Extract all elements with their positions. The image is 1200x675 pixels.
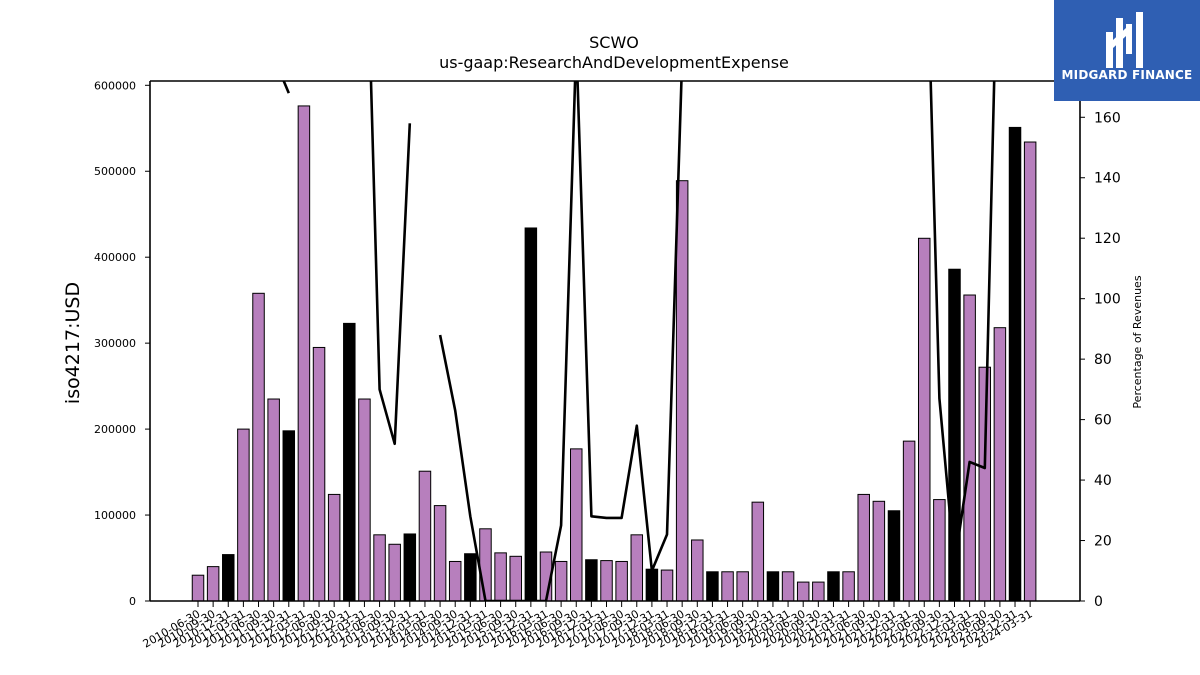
bar-2019-09-30 — [751, 501, 765, 602]
bar-2011-09-30 — [267, 398, 280, 602]
percentage-line-segment — [282, 81, 290, 94]
y2-tick-label: 120 — [1094, 231, 1121, 247]
bar-2014-03-31 — [418, 470, 432, 602]
bar-2015-06-30 — [494, 552, 507, 602]
bar-2018-03-31 — [660, 569, 674, 602]
bar-2015-09-30 — [509, 555, 522, 602]
y-tick-label: 200000 — [94, 423, 136, 436]
y-axis-label: iso4217:USD — [62, 282, 84, 404]
bar-2020-06-30 — [796, 581, 810, 602]
bar-2022-03-31 — [902, 440, 916, 602]
bar-2023-12-31 — [1008, 126, 1022, 602]
brand-logo: MIDGARD FINANCE — [1054, 0, 1200, 101]
y-tick-label: 600000 — [94, 79, 136, 92]
bar-2011-12-31 — [282, 430, 296, 602]
bar-2014-06-30 — [433, 505, 447, 602]
y2-tick-label: 160 — [1094, 110, 1121, 126]
bar-2018-12-31 — [706, 571, 719, 602]
bar-2024-03-31 — [1023, 141, 1037, 602]
bar-2022-06-30 — [917, 237, 931, 602]
y-tick-label: 400000 — [94, 251, 136, 264]
y-tick-label: 0 — [129, 595, 136, 608]
percentage-line-segment — [438, 81, 683, 601]
line-group — [282, 81, 996, 601]
y2-tick-label: 100 — [1094, 292, 1121, 308]
bar-2012-03-31 — [297, 105, 311, 602]
y2-tick-label: 60 — [1094, 413, 1112, 429]
axes-group: 0 100000 200000 300000 400000 500000 600000 0 20… — [94, 79, 1121, 650]
bar-2016-12-31 — [585, 559, 598, 602]
bar-2015-12-31 — [524, 227, 538, 602]
y2-tick-label: 80 — [1094, 352, 1112, 368]
bar-2012-09-30 — [327, 493, 341, 602]
bar-2017-03-31 — [600, 560, 613, 602]
chart-title: SCWO — [589, 33, 639, 52]
y-tick-label: 500000 — [94, 165, 136, 178]
bar-2011-03-31 — [237, 428, 250, 602]
y-tick-label: 100000 — [94, 509, 136, 522]
y2-tick-label: 40 — [1094, 473, 1112, 489]
y-tick-label: 300000 — [94, 337, 136, 350]
percentage-line-segment — [369, 81, 412, 446]
bar-2012-06-30 — [312, 346, 326, 602]
bar-2020-03-31 — [781, 571, 795, 602]
bar-2016-06-30 — [554, 560, 568, 602]
bar-2020-09-30 — [812, 581, 825, 602]
bar-2021-06-30 — [857, 493, 870, 602]
bar-2015-03-31 — [479, 528, 492, 602]
logo-mark-icon — [1106, 12, 1143, 68]
bar-2012-12-31 — [343, 322, 356, 602]
bar-2010-12-31 — [222, 554, 235, 602]
y2-axis-label: Percentage of Revenues — [1131, 275, 1144, 408]
bar-2010-06-30 — [191, 574, 205, 602]
bar-2013-09-30 — [388, 543, 401, 602]
bar-2014-09-30 — [448, 560, 462, 602]
bar-2023-09-30 — [993, 327, 1007, 602]
bar-2023-03-31 — [963, 294, 976, 602]
bar-2017-06-30 — [615, 560, 628, 602]
percentage-line-segment — [929, 81, 996, 567]
y2-tick-label: 0 — [1094, 594, 1103, 610]
bar-2013-03-31 — [358, 398, 371, 602]
bar-2017-12-31 — [645, 568, 659, 602]
bar-2011-06-30 — [252, 292, 265, 602]
bar-2022-09-30 — [933, 499, 946, 602]
bar-2020-12-31 — [827, 571, 840, 602]
bar-2021-12-31 — [887, 510, 901, 602]
bar-2019-06-30 — [736, 571, 749, 602]
bar-2018-06-30 — [675, 180, 689, 602]
bar-2013-06-30 — [373, 534, 386, 602]
bar-2021-09-30 — [872, 500, 886, 602]
y2-tick-label: 20 — [1094, 534, 1112, 550]
y2-tick-label: 140 — [1094, 171, 1121, 187]
logo-text: MIDGARD FINANCE — [1061, 68, 1193, 82]
bar-2018-09-30 — [691, 539, 704, 602]
bar-2019-12-31 — [766, 571, 780, 602]
bar-2016-09-30 — [570, 448, 583, 602]
bar-2010-09-30 — [206, 566, 220, 602]
bar-2023-06-30 — [978, 366, 992, 602]
bar-2019-03-31 — [721, 571, 734, 602]
bar-2014-12-31 — [464, 553, 477, 602]
bar-2021-03-31 — [842, 571, 855, 602]
bar-2017-09-30 — [630, 534, 644, 602]
bars-group — [191, 105, 1037, 602]
chart-subtitle: us-gaap:ResearchAndDevelopmentExpense — [439, 53, 789, 72]
bar-2013-12-31 — [403, 533, 417, 602]
